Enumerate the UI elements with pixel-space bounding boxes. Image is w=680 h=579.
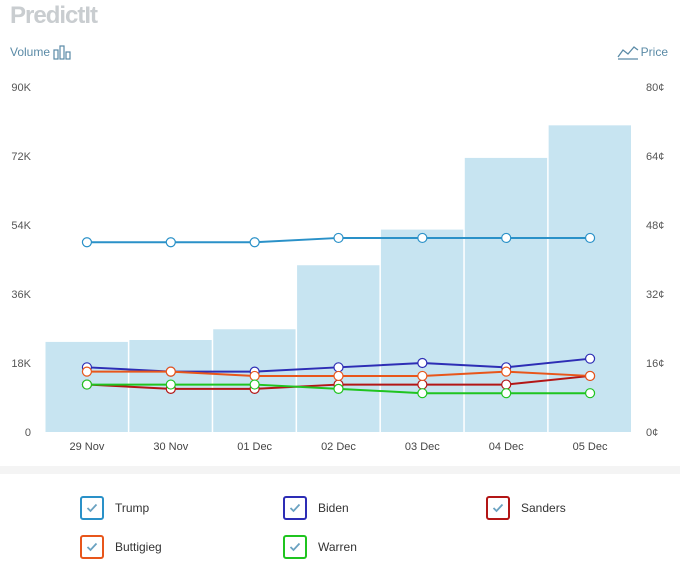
series-point-biden <box>417 357 428 369</box>
legend-label-warren: Warren <box>318 540 357 554</box>
volume-bar <box>548 125 631 433</box>
legend-checkbox-warren[interactable] <box>283 535 307 559</box>
right-axis-tick-label: 16¢ <box>646 358 664 370</box>
series-point-trump <box>501 232 512 244</box>
series-point-sanders <box>501 379 512 390</box>
series-point-trump <box>165 237 176 248</box>
legend-label-trump: Trump <box>115 501 150 515</box>
left-axis-tick-label: 90K <box>11 82 31 94</box>
price-volume-chart: 0 18K 36K 54K 72K 90K 0¢ 16¢ 32¢ 48¢ 64¢ 80¢ 29 Nov 3… <box>11 82 664 453</box>
series-point-sanders <box>417 379 428 390</box>
series-point-buttigieg <box>333 370 344 382</box>
legend-divider <box>0 466 680 474</box>
x-axis-tick-label: 05 Dec <box>573 441 608 453</box>
series-point-buttigieg <box>165 366 176 377</box>
legend-item-trump[interactable]: Trump <box>80 496 149 520</box>
legend-checkbox-trump[interactable] <box>80 496 104 520</box>
series-point-warren <box>501 388 512 399</box>
series-point-warren <box>417 388 428 399</box>
check-icon <box>86 542 98 552</box>
price-axis-label: Price <box>617 44 668 60</box>
series-point-warren <box>165 379 176 390</box>
series-point-warren <box>81 379 93 390</box>
check-icon <box>289 503 301 513</box>
legend-label-biden: Biden <box>318 501 349 515</box>
check-icon <box>289 542 301 552</box>
legend-label-sanders: Sanders <box>521 501 566 515</box>
left-axis-tick-label: 18K <box>11 358 31 370</box>
chart-legend: Trump Biden Sanders Buttigieg Warren <box>0 474 680 579</box>
legend-item-sanders[interactable]: Sanders <box>486 496 566 520</box>
right-axis-tick-label: 64¢ <box>646 151 664 163</box>
bar-chart-icon <box>53 45 71 60</box>
logo-text: PredictIt <box>10 2 98 29</box>
legend-item-biden[interactable]: Biden <box>283 496 349 520</box>
check-icon <box>86 503 98 513</box>
series-point-trump <box>417 232 428 244</box>
volume-axis-label: Volume <box>10 44 72 60</box>
volume-label-text: Volume <box>10 45 51 59</box>
volume-bar <box>297 265 380 432</box>
legend-item-buttigieg[interactable]: Buttigieg <box>80 535 162 559</box>
x-axis-tick-label: 03 Dec <box>405 441 440 453</box>
x-axis-tick-label: 02 Dec <box>321 441 356 453</box>
check-icon <box>492 503 504 513</box>
series-point-biden <box>584 353 596 364</box>
series-point-buttigieg <box>501 366 512 377</box>
left-axis-tick-label: 0 <box>25 427 31 439</box>
series-point-trump <box>584 232 596 244</box>
legend-checkbox-sanders[interactable] <box>486 496 510 520</box>
left-axis-tick-label: 72K <box>11 151 31 163</box>
right-axis-tick-label: 0¢ <box>646 427 658 439</box>
x-axis-tick-label: 01 Dec <box>237 441 272 453</box>
price-label-text: Price <box>640 45 668 59</box>
line-chart-icon <box>617 46 639 60</box>
series-point-buttigieg <box>249 370 260 382</box>
volume-bar <box>380 229 464 432</box>
series-point-trump <box>249 237 260 248</box>
series-point-buttigieg <box>417 370 428 382</box>
predictit-logo: PredictIt <box>10 2 98 30</box>
series-point-trump <box>333 232 344 244</box>
series-point-warren <box>333 383 344 394</box>
right-axis-tick-label: 32¢ <box>646 289 664 301</box>
series-point-buttigieg <box>81 366 93 377</box>
series-point-warren <box>584 388 596 399</box>
x-axis-tick-label: 29 Nov <box>69 441 104 453</box>
right-axis-tick-label: 80¢ <box>646 82 664 94</box>
left-axis-tick-label: 54K <box>11 220 31 232</box>
legend-checkbox-buttigieg[interactable] <box>80 535 104 559</box>
left-axis-tick-label: 36K <box>11 289 31 301</box>
series-point-biden <box>333 362 344 373</box>
series-point-warren <box>249 379 260 390</box>
legend-item-warren[interactable]: Warren <box>283 535 357 559</box>
series-point-trump <box>81 237 93 248</box>
right-axis-tick-label: 48¢ <box>646 220 664 232</box>
series-point-buttigieg <box>584 370 596 382</box>
legend-checkbox-biden[interactable] <box>283 496 307 520</box>
x-axis-tick-label: 30 Nov <box>153 441 188 453</box>
x-axis-tick-label: 04 Dec <box>489 441 524 453</box>
legend-label-buttigieg: Buttigieg <box>115 540 162 554</box>
